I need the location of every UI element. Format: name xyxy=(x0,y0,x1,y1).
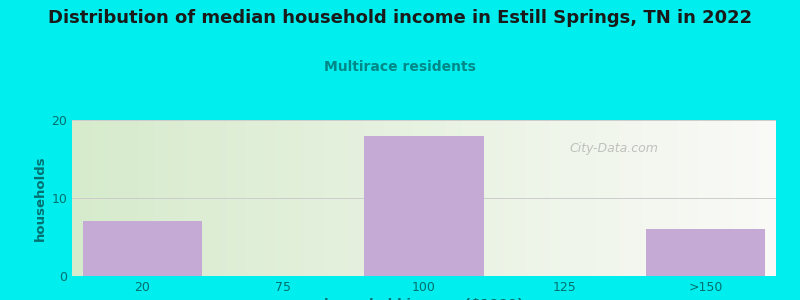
Bar xyxy=(646,229,766,276)
Bar xyxy=(364,136,484,276)
Text: City-Data.com: City-Data.com xyxy=(570,142,658,154)
Y-axis label: households: households xyxy=(34,155,47,241)
Text: Multirace residents: Multirace residents xyxy=(324,60,476,74)
X-axis label: household income ($1000): household income ($1000) xyxy=(325,298,523,300)
Bar xyxy=(82,221,202,276)
Text: Distribution of median household income in Estill Springs, TN in 2022: Distribution of median household income … xyxy=(48,9,752,27)
